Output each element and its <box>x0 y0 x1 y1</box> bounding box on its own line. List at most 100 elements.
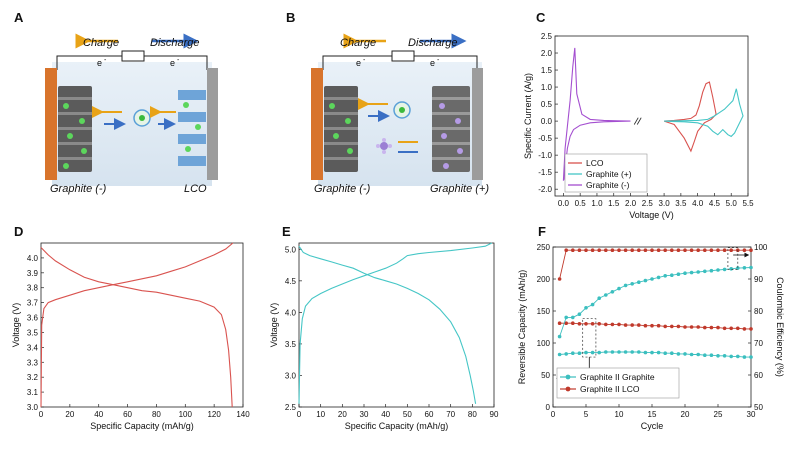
data-point-ce-graphite-ii-graphite <box>571 315 575 320</box>
panel-c-label: C <box>536 10 546 25</box>
data-point-ce-graphite-ii-lco <box>676 248 681 252</box>
data-point-ce-graphite-ii-lco <box>683 248 687 252</box>
current-collector-copper-b <box>311 68 323 180</box>
y-tick-label: -0.5 <box>538 134 552 143</box>
panel-d-label: D <box>14 224 23 239</box>
y-tick-label: 0 <box>546 403 551 412</box>
y-right-tick-label: 90 <box>754 275 763 284</box>
data-point-graphite-ii-graphite <box>604 350 608 354</box>
y-tick-label: 3.8 <box>27 284 39 293</box>
chart-c-cyclic-voltammetry: 0.0 0.5 1.0 1.5 2.0 2.5 3.0 3.5 4.0 4.5 5.0 5.5 2.5 2… <box>523 32 754 220</box>
x-tick-label: 5 <box>584 410 589 419</box>
electron-sign-a-right: - <box>177 57 180 64</box>
electron-sign-b-left: - <box>363 57 366 64</box>
data-point-ce-graphite-ii-lco <box>670 248 674 252</box>
x-tick-label: 4.5 <box>709 199 721 208</box>
panel-f-label: F <box>538 224 546 239</box>
y-tick-label: 2.5 <box>285 403 297 412</box>
x-tick-label: 3.5 <box>675 199 687 208</box>
x-tick-label: 1.5 <box>608 199 620 208</box>
axis-break-mark <box>633 117 639 125</box>
panel-b: B Charge Discharge e - e - <box>286 10 489 195</box>
y-right-tick-label: 80 <box>754 307 763 316</box>
data-point-ce-graphite-ii-lco <box>709 248 714 252</box>
x-tick-label: 10 <box>316 410 325 419</box>
y-tick-label: -2.0 <box>538 185 552 194</box>
data-point-graphite-ii-graphite <box>630 350 634 354</box>
x-tick-label: 40 <box>381 410 390 419</box>
data-point-graphite-ii-lco <box>643 323 648 328</box>
data-point-ce-graphite-ii-lco <box>749 248 753 252</box>
data-point-graphite-ii-graphite <box>676 352 681 356</box>
current-collector-copper-a <box>45 68 57 180</box>
data-point-graphite-ii-graphite <box>617 350 621 354</box>
data-point-ce-graphite-ii-lco <box>590 248 595 252</box>
legend-label: Graphite (+) <box>586 169 632 179</box>
data-point-ce-graphite-ii-lco <box>729 248 733 252</box>
data-point-graphite-ii-lco <box>604 322 608 327</box>
data-point-ce-graphite-ii-graphite <box>716 268 720 272</box>
y-tick-label: 3.5 <box>285 340 297 349</box>
data-point-ce-graphite-ii-lco <box>577 248 582 252</box>
y-tick-label: 2.0 <box>541 49 553 58</box>
y-tick-label: 0.0 <box>541 117 553 126</box>
data-point-graphite-ii-lco <box>610 322 615 327</box>
x-tick-label: 15 <box>648 410 657 419</box>
data-point-ce-graphite-ii-graphite <box>590 302 595 307</box>
electron-label-b-left: e <box>356 58 361 68</box>
x-tick-label: 25 <box>714 410 723 419</box>
data-point-ce-graphite-ii-graphite <box>650 277 654 281</box>
legend-label: Graphite II LCO <box>580 384 640 394</box>
y-right-tick-label: 50 <box>754 403 763 412</box>
data-point-ce-graphite-ii-lco <box>689 248 694 252</box>
y-tick-label: 3.6 <box>27 314 39 323</box>
x-tick-label: 30 <box>747 410 756 419</box>
x-tick-label: 30 <box>360 410 369 419</box>
x-tick-label: 5.5 <box>742 199 754 208</box>
data-point-graphite-ii-lco <box>749 327 753 331</box>
data-point-ce-graphite-ii-graphite <box>564 315 568 320</box>
y-tick-label: 3.5 <box>27 328 39 337</box>
data-point-ce-graphite-ii-lco <box>610 248 615 252</box>
panel-e-label: E <box>282 224 291 239</box>
data-point-graphite-ii-lco <box>597 322 601 326</box>
data-point-graphite-ii-lco <box>637 323 641 327</box>
data-point-ce-graphite-ii-graphite <box>597 296 601 301</box>
data-point-graphite-ii-graphite <box>643 350 648 355</box>
y-tick-label: -1.0 <box>538 151 552 160</box>
data-point-graphite-ii-graphite <box>709 353 714 358</box>
cv-series-lco <box>663 81 717 153</box>
plot-frame <box>298 242 495 408</box>
data-point-graphite-ii-lco <box>696 325 700 329</box>
cathode-label-a: LCO <box>184 183 207 195</box>
data-point-ce-graphite-ii-graphite <box>577 312 582 317</box>
voltage-curve-charge <box>40 242 234 408</box>
lco-stack-a <box>178 90 206 166</box>
data-point-graphite-ii-graphite <box>590 350 595 355</box>
data-point-graphite-ii-lco <box>663 324 667 329</box>
data-point-ce-graphite-ii-lco <box>696 248 700 252</box>
data-point-ce-graphite-ii-graphite <box>557 334 562 339</box>
y-right-axis-label: Coulombic Efficiency (%) <box>775 277 785 377</box>
x-tick-label: 0 <box>551 410 556 419</box>
y-axis-label: Voltage (V) <box>269 303 279 348</box>
plot-frame <box>40 242 244 408</box>
data-point-ce-graphite-ii-graphite <box>604 293 608 297</box>
series-line-ce-graphite-ii-graphite <box>559 267 752 337</box>
data-point-ce-graphite-ii-lco <box>557 277 562 281</box>
data-point-ce-graphite-ii-lco <box>656 248 661 252</box>
data-point-graphite-ii-lco <box>630 323 634 327</box>
x-tick-label: 20 <box>681 410 690 419</box>
data-point-graphite-ii-lco <box>722 326 727 331</box>
graphite-stack-a <box>58 86 92 172</box>
graphite-stack-b-anode <box>324 86 358 172</box>
panel-b-label: B <box>286 10 295 25</box>
data-point-ce-graphite-ii-graphite <box>749 265 753 270</box>
data-point-graphite-ii-graphite <box>683 352 687 356</box>
x-tick-label: 40 <box>94 410 103 419</box>
data-point-ce-graphite-ii-lco <box>742 248 747 252</box>
data-point-ce-graphite-ii-graphite <box>676 272 681 277</box>
x-tick-label: 1.0 <box>591 199 603 208</box>
x-tick-label: 60 <box>425 410 434 419</box>
x-tick-label: 4.0 <box>692 199 704 208</box>
